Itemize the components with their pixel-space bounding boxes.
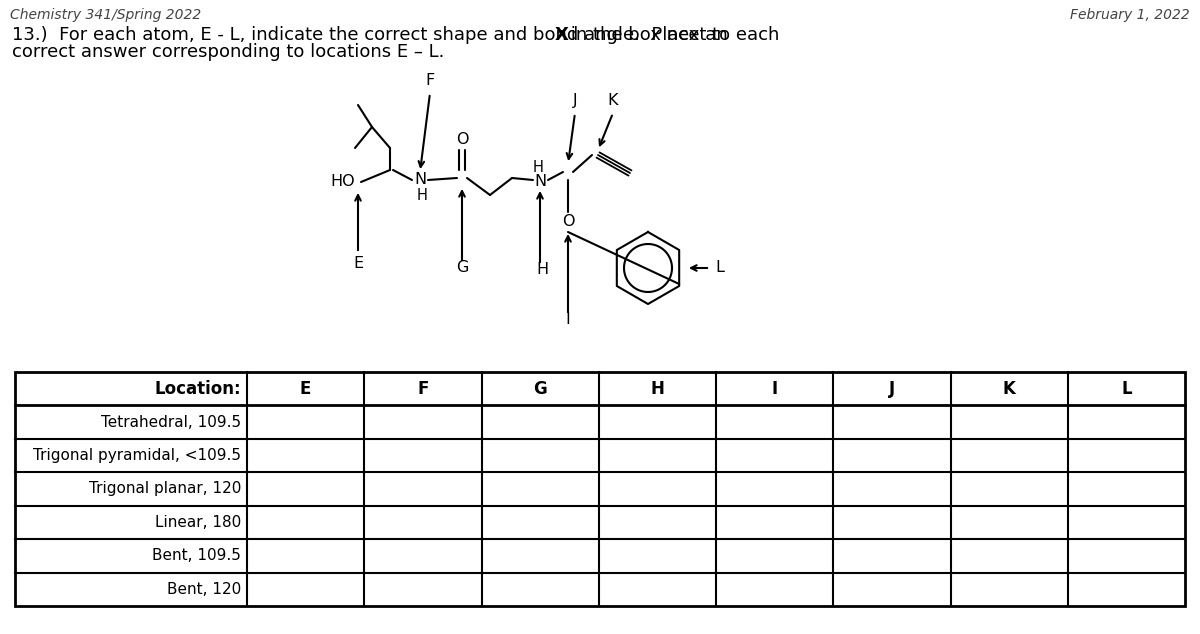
Text: G: G xyxy=(456,260,468,275)
Text: H: H xyxy=(533,160,544,176)
Text: N: N xyxy=(414,172,426,188)
Bar xyxy=(14,372,1186,606)
Text: H: H xyxy=(416,188,427,204)
Text: J: J xyxy=(572,93,577,108)
Text: February 1, 2022: February 1, 2022 xyxy=(1070,8,1190,22)
Text: Trigonal pyramidal, <109.5: Trigonal pyramidal, <109.5 xyxy=(34,448,241,463)
Text: J: J xyxy=(889,380,895,398)
Text: K: K xyxy=(607,93,618,108)
Text: I: I xyxy=(772,380,778,398)
Text: Bent, 120: Bent, 120 xyxy=(167,582,241,597)
Text: in the box next to each: in the box next to each xyxy=(565,26,779,44)
Text: Chemistry 341/Spring 2022: Chemistry 341/Spring 2022 xyxy=(10,8,202,22)
Text: K: K xyxy=(1003,380,1015,398)
Text: F: F xyxy=(418,380,428,398)
Text: G: G xyxy=(533,380,547,398)
Text: O: O xyxy=(562,214,575,230)
Text: Location:: Location: xyxy=(155,380,241,398)
Text: O: O xyxy=(456,133,468,148)
Text: L: L xyxy=(715,261,724,276)
Text: 13.)  For each atom, E - L, indicate the correct shape and bond angle.  Place an: 13.) For each atom, E - L, indicate the … xyxy=(12,26,733,44)
Text: L: L xyxy=(1121,380,1132,398)
Text: Bent, 109.5: Bent, 109.5 xyxy=(152,548,241,564)
Text: I: I xyxy=(565,312,570,327)
Text: E: E xyxy=(300,380,311,398)
Text: N: N xyxy=(534,174,546,190)
Text: Trigonal planar, 120: Trigonal planar, 120 xyxy=(89,481,241,496)
Text: Tetrahedral, 109.5: Tetrahedral, 109.5 xyxy=(101,415,241,430)
Text: X: X xyxy=(554,26,569,44)
Text: H: H xyxy=(536,262,548,277)
Text: E: E xyxy=(353,256,364,271)
Text: F: F xyxy=(425,73,434,88)
Text: H: H xyxy=(650,380,665,398)
Text: HO: HO xyxy=(330,174,355,190)
Text: Linear, 180: Linear, 180 xyxy=(155,515,241,530)
Text: correct answer corresponding to locations E – L.: correct answer corresponding to location… xyxy=(12,43,444,61)
